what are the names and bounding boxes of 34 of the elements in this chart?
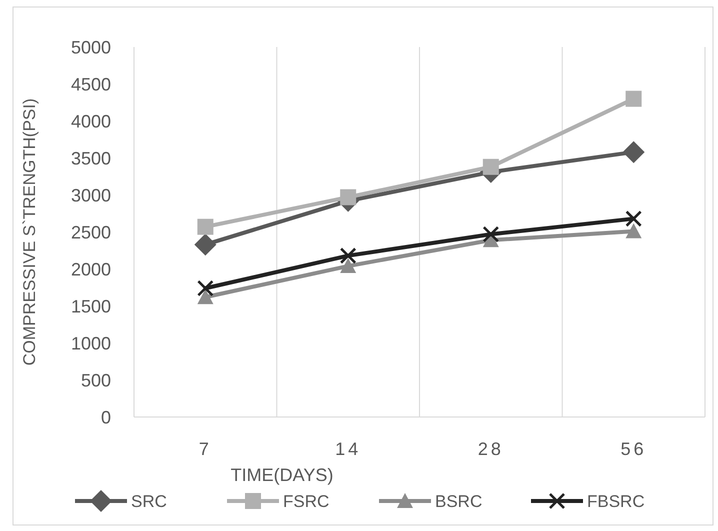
y-tick-label: 2000 [70, 259, 111, 280]
point [626, 90, 642, 107]
point [625, 210, 642, 227]
x-axis-title: TIME(DAYS) [230, 465, 334, 485]
point [197, 218, 214, 235]
y-tick-label: 3000 [70, 185, 111, 206]
legend-label: FBSRC [587, 492, 645, 511]
point [482, 158, 499, 175]
x-tick-label: 7 [198, 439, 212, 459]
legend-label: BSRC [435, 492, 482, 511]
y-tick-label: 5000 [70, 37, 111, 58]
point [482, 226, 500, 242]
x-tick-label: 14 [335, 439, 362, 459]
y-tick-label: 3500 [70, 148, 111, 168]
y-tick-label: 4500 [70, 74, 111, 94]
y-tick-label: 1500 [70, 296, 111, 316]
legend-label: FSRC [283, 492, 330, 511]
x-tick-label: 56 [620, 439, 647, 459]
y-tick-label: 0 [100, 407, 111, 428]
y-tick-label: 500 [80, 370, 111, 390]
y-tick-label: 2500 [70, 222, 111, 242]
point [340, 258, 356, 274]
point [626, 223, 642, 238]
y-tick-label: 4000 [70, 111, 111, 132]
point [622, 141, 645, 164]
x-tick-label: 28 [478, 439, 504, 459]
legend-label: SRC [131, 492, 167, 511]
y-tick-label: 1000 [70, 333, 111, 354]
point [340, 247, 356, 264]
point [340, 189, 356, 206]
point [197, 280, 214, 296]
point [197, 289, 214, 304]
y-axis-title: COMPRESSIVE S`TRENGTH(PSI) [20, 98, 39, 366]
point [194, 234, 216, 256]
